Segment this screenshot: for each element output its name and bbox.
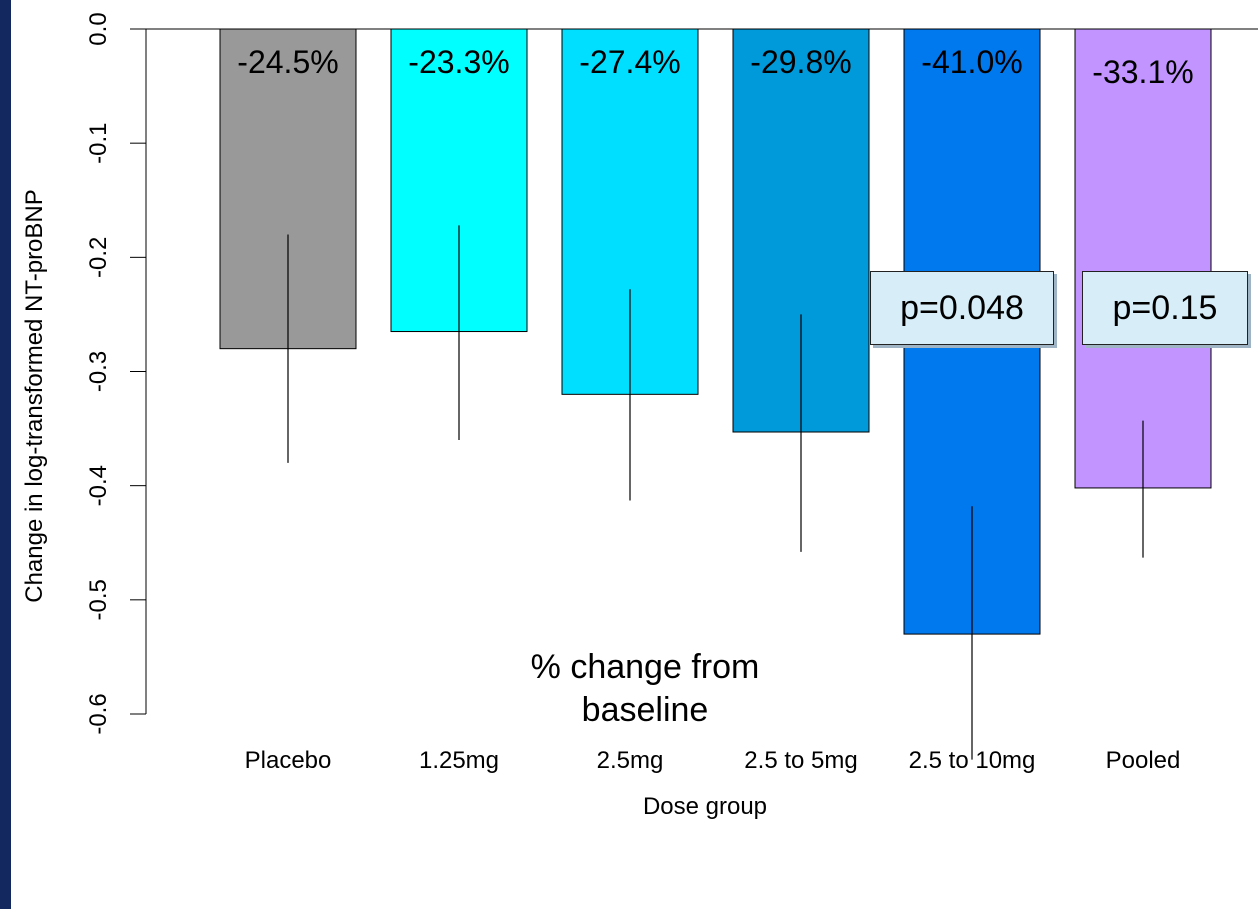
y-tick-label: 0.0 — [85, 12, 112, 45]
x-tick-label: 2.5 to 10mg — [909, 747, 1036, 774]
bar-data-label: -33.1% — [1092, 54, 1193, 90]
annotation-line-1: % change from — [530, 648, 760, 686]
x-tick-label: 1.25mg — [419, 747, 499, 774]
bar-data-label: -27.4% — [579, 44, 680, 80]
x-tick-label: 2.5mg — [597, 747, 664, 774]
error-bars — [287, 225, 1144, 760]
y-tick-label: -0.2 — [85, 237, 112, 278]
p-value-box-2.5-to-10mg: p=0.048 — [870, 271, 1054, 345]
annotation-line-2: baseline — [581, 691, 709, 729]
y-tick-label: -0.1 — [85, 122, 112, 163]
annotation-percent-change: % change from baseline — [470, 646, 820, 732]
y-axis-title: Change in log-transformed NT-proBNP — [21, 189, 48, 603]
bar-data-label: -23.3% — [408, 44, 509, 80]
x-axis-title: Dose group — [643, 793, 767, 820]
y-tick-label: -0.5 — [85, 579, 112, 620]
bars — [219, 28, 1212, 635]
x-tick-labels: Placebo 1.25mg 2.5mg 2.5 to 5mg 2.5 to 10mg P… — [245, 747, 1181, 774]
bar-data-label: -24.5% — [237, 44, 338, 80]
x-tick-label: Pooled — [1106, 747, 1181, 774]
bar-pooled — [1074, 28, 1212, 489]
y-tick-label: -0.4 — [85, 465, 112, 506]
p-value-box-pooled: p=0.15 — [1082, 271, 1248, 345]
x-tick-label: Placebo — [245, 747, 332, 774]
bar-data-labels: -24.5% -23.3% -27.4% -29.8% -41.0% -33.1% — [237, 44, 1193, 90]
left-accent-band — [0, 0, 11, 909]
bar-data-label: -41.0% — [921, 44, 1022, 80]
y-tick-label: -0.3 — [85, 351, 112, 392]
y-axis: 0.0 -0.1 -0.2 -0.3 -0.4 -0.5 -0.6 — [85, 12, 147, 735]
x-tick-label: 2.5 to 5mg — [744, 747, 857, 774]
bar-data-label: -29.8% — [750, 44, 851, 80]
y-tick-label: -0.6 — [85, 693, 112, 734]
